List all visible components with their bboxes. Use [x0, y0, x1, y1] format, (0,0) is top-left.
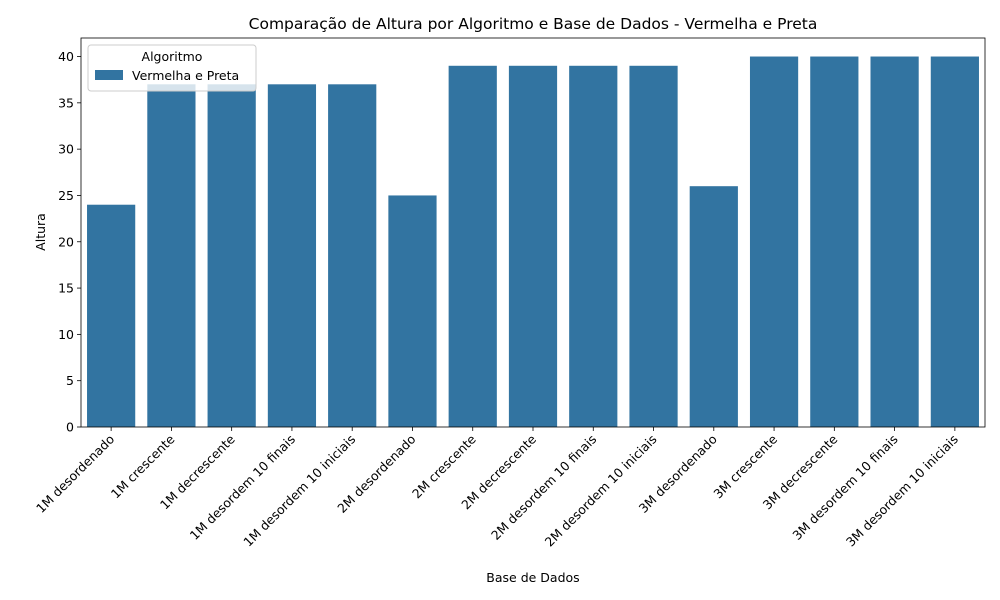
y-tick-label: 30: [58, 142, 74, 157]
bar: [749, 56, 799, 428]
bar: [930, 56, 979, 428]
legend: Algoritmo Vermelha e Preta: [87, 44, 257, 92]
bar: [629, 65, 678, 428]
bar: [267, 84, 317, 428]
x-axis-label: Base de Dados: [486, 570, 579, 585]
x-tick-label: 1M desordem 10 finais: [187, 432, 298, 543]
plot-frame: [80, 37, 986, 428]
y-tick-label: 5: [66, 373, 74, 388]
y-tick-label: 15: [58, 281, 74, 296]
bar: [147, 84, 196, 428]
bars: [87, 56, 979, 428]
x-tick-label: 2M desordem 10 iniciais: [542, 432, 660, 550]
x-tick-label: 2M desordem 10 finais: [488, 432, 599, 543]
y-tick-label: 40: [58, 49, 74, 64]
bar: [569, 65, 618, 428]
bar: [328, 84, 377, 428]
x-tick-label: 1M desordenado: [33, 432, 117, 516]
bar: [207, 84, 256, 428]
legend-title: Algoritmo: [142, 49, 203, 64]
bar: [388, 195, 437, 427]
legend-box: [87, 44, 257, 92]
y-tick-label: 0: [66, 420, 74, 435]
legend-label: Vermelha e Preta: [132, 68, 239, 83]
y-axis-label: Altura: [33, 213, 48, 251]
bar: [508, 65, 558, 428]
bar: [448, 65, 497, 428]
chart-title: Comparação de Altura por Algoritmo e Bas…: [249, 15, 818, 33]
y-tick-label: 10: [58, 327, 74, 342]
y-axis-ticks: 0 5 10 15 20 25 30 35 40: [58, 49, 81, 435]
y-tick-label: 20: [58, 234, 74, 249]
x-tick-label: 1M desordem 10 iniciais: [240, 432, 358, 550]
bar: [689, 186, 738, 427]
bar: [87, 204, 136, 427]
x-tick-label: 3M desordem 10 finais: [789, 432, 900, 543]
bar: [810, 56, 859, 428]
x-tick-label: 3M desordem 10 iniciais: [843, 432, 961, 550]
bar: [870, 56, 919, 428]
y-tick-label: 35: [58, 95, 74, 110]
legend-swatch: [95, 70, 123, 80]
y-tick-label: 25: [58, 188, 74, 203]
